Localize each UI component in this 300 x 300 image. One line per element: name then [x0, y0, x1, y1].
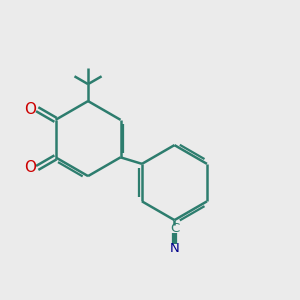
Text: O: O: [24, 102, 36, 117]
Text: N: N: [169, 242, 179, 255]
Text: C: C: [170, 222, 179, 235]
Text: O: O: [24, 160, 36, 175]
